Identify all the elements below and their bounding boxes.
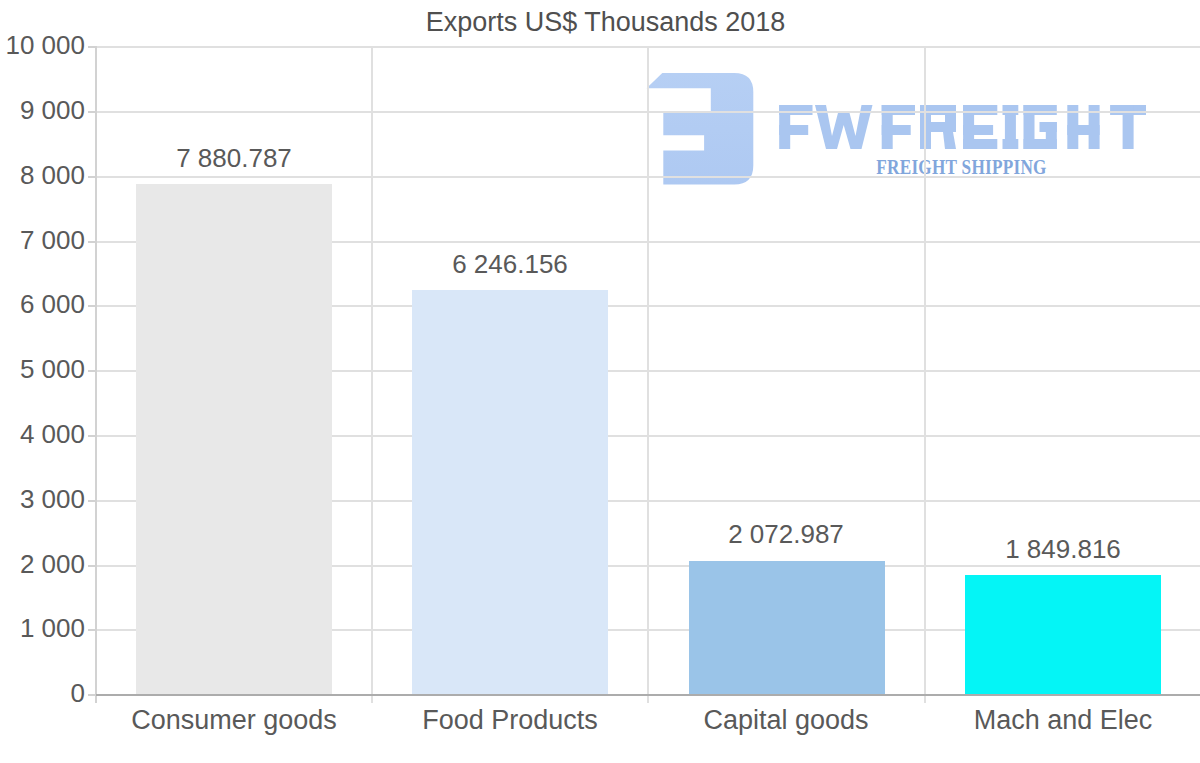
svg-text:FREIGHT SHIPPING: FREIGHT SHIPPING bbox=[876, 156, 1046, 179]
